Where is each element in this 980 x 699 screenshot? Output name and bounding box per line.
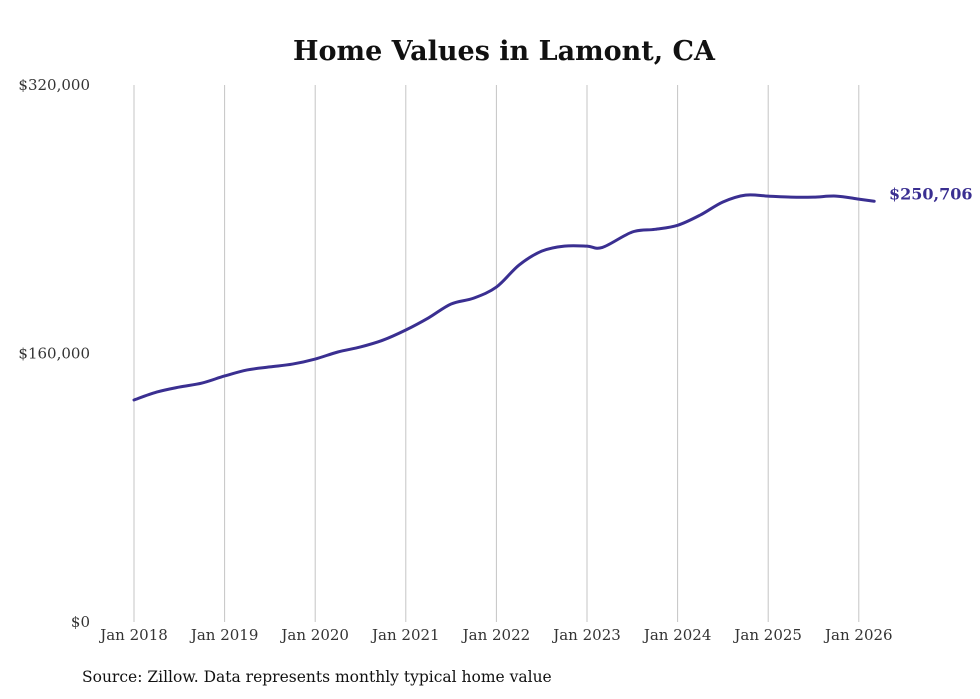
x-tick-label: Jan 2026	[823, 626, 893, 644]
x-tick-label: Jan 2024	[642, 626, 712, 644]
y-axis: $0 $160,000 $320,000	[18, 76, 90, 631]
y-tick-label: $160,000	[18, 345, 90, 363]
chart-title: Home Values in Lamont, CA	[293, 36, 716, 67]
y-tick-label: $320,000	[18, 76, 90, 94]
x-tick-label: Jan 2022	[461, 626, 531, 644]
x-tick-label: Jan 2025	[732, 626, 802, 644]
x-tick-label: Jan 2018	[98, 626, 168, 644]
x-tick-label: Jan 2021	[370, 626, 440, 644]
x-tick-label: Jan 2023	[551, 626, 621, 644]
y-tick-label: $0	[71, 613, 90, 631]
x-tick-label: Jan 2020	[279, 626, 349, 644]
home-value-line	[132, 193, 876, 402]
x-axis: Jan 2018 Jan 2019 Jan 2020 Jan 2021 Jan 2022…	[98, 626, 892, 644]
end-value-label: $250,706	[889, 184, 973, 203]
source-note: Source: Zillow. Data represents monthly …	[82, 668, 552, 686]
gridlines	[133, 85, 860, 622]
x-tick-label: Jan 2019	[189, 626, 259, 644]
